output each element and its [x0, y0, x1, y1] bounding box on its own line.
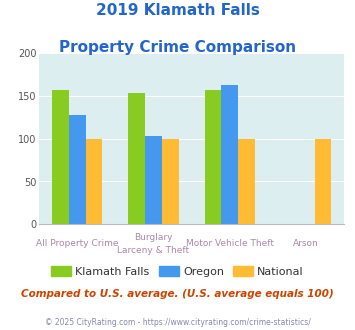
Text: Motor Vehicle Theft: Motor Vehicle Theft — [186, 239, 274, 248]
Text: Compared to U.S. average. (U.S. average equals 100): Compared to U.S. average. (U.S. average … — [21, 289, 334, 299]
Text: Property Crime Comparison: Property Crime Comparison — [59, 40, 296, 54]
Bar — [86, 139, 102, 224]
Legend: Klamath Falls, Oregon, National: Klamath Falls, Oregon, National — [47, 261, 308, 281]
Text: Arson: Arson — [293, 239, 319, 248]
Bar — [52, 90, 69, 224]
Text: Burglary: Burglary — [134, 233, 173, 242]
Text: All Property Crime: All Property Crime — [36, 239, 119, 248]
Bar — [238, 139, 255, 224]
Text: Larceny & Theft: Larceny & Theft — [118, 246, 190, 255]
Bar — [205, 90, 222, 224]
Bar — [69, 115, 86, 224]
Bar — [162, 139, 179, 224]
Bar — [145, 136, 162, 224]
Text: 2019 Klamath Falls: 2019 Klamath Falls — [95, 3, 260, 18]
Bar — [315, 139, 331, 224]
Bar — [129, 93, 145, 224]
Bar — [222, 84, 238, 224]
Text: © 2025 CityRating.com - https://www.cityrating.com/crime-statistics/: © 2025 CityRating.com - https://www.city… — [45, 318, 310, 327]
